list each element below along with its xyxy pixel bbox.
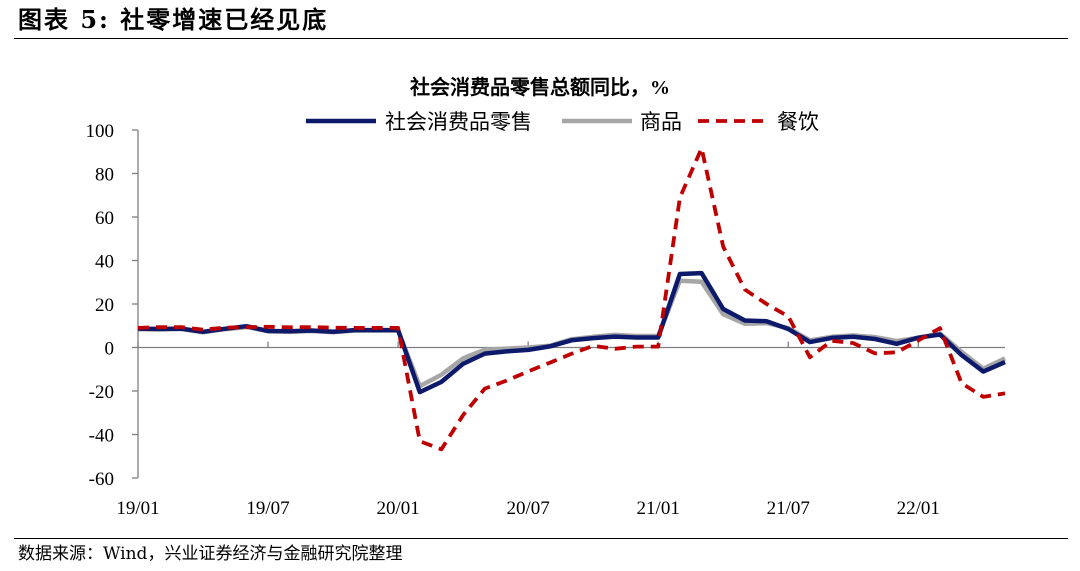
- legend-item-catering: 餐饮: [698, 110, 819, 134]
- y-tick-label: 40: [95, 252, 114, 273]
- chart-legend: 社会消费品零售 商品 餐饮: [306, 110, 819, 134]
- legend-label: 餐饮: [777, 110, 819, 134]
- x-tick-label: 21/07: [767, 498, 810, 519]
- y-tick-label: -60: [89, 469, 114, 490]
- figure-header: 图表 5: 社零增速已经见底: [18, 3, 328, 37]
- series-line-catering: [137, 146, 1006, 452]
- series-line-retail-total: [137, 270, 1006, 395]
- header-rule: [14, 38, 1068, 39]
- x-tick-label: 20/01: [376, 498, 419, 519]
- legend-item-goods: 商品: [562, 110, 682, 134]
- x-tick-label: 21/01: [637, 498, 680, 519]
- y-tick-label: 100: [86, 121, 115, 142]
- y-tick-label: 60: [95, 208, 114, 229]
- y-tick-label: 0: [105, 339, 115, 360]
- footer-rule: [14, 538, 1068, 539]
- figure-caption: 社零增速已经见底: [120, 5, 329, 34]
- x-tick-label: 19/07: [246, 498, 289, 519]
- legend-label: 社会消费品零售: [385, 110, 532, 134]
- legend-label: 商品: [640, 110, 682, 134]
- chart-series: [137, 146, 1006, 452]
- series-line-goods: [137, 278, 1006, 389]
- y-tick-label: 20: [95, 295, 114, 316]
- chart-title: 社会消费品零售总额同比，%: [409, 75, 670, 99]
- y-tick-label: -40: [89, 426, 114, 447]
- legend-item-retail-total: 社会消费品零售: [306, 110, 532, 134]
- data-source-note: 数据来源：Wind，兴业证券经济与金融研究院整理: [18, 544, 403, 564]
- x-tick-label: 19/01: [116, 498, 159, 519]
- y-tick-label: -20: [89, 382, 114, 403]
- x-tick-label: 22/01: [897, 498, 940, 519]
- x-tick-label: 20/07: [507, 498, 550, 519]
- figure-label: 图表 5:: [18, 5, 110, 34]
- y-tick-label: 80: [95, 165, 114, 186]
